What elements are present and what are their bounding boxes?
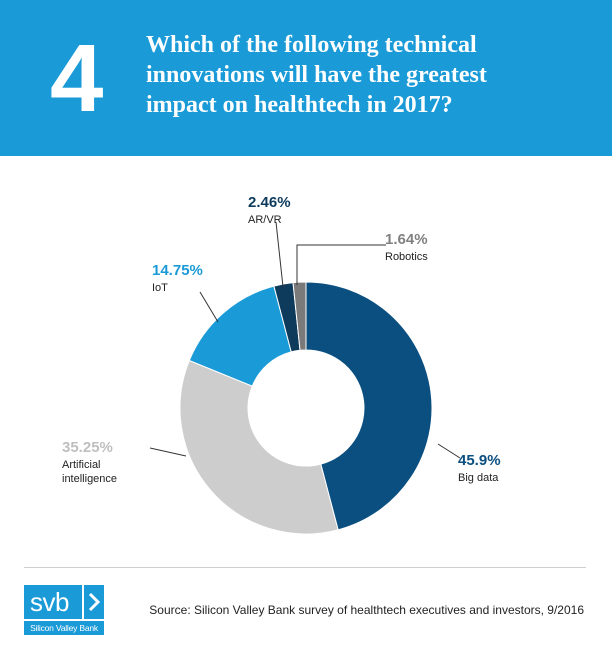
header-banner: 4 Which of the following technical innov… — [0, 0, 612, 156]
leader-ar-vr — [275, 221, 284, 288]
question-line-2: innovations will have the greatest — [146, 62, 487, 88]
leader-big-data — [437, 443, 461, 459]
slice-labels: 45.9% Big data 35.25% Artificial intelligenc… — [62, 194, 501, 485]
value-label-ar-vr: 2.46% — [248, 194, 291, 211]
category-label-artificial-intelligence-2: intelligence — [62, 473, 117, 485]
leader-robotics — [296, 244, 386, 285]
logo-badge: svb — [24, 585, 104, 619]
value-label-big-data: 45.9% — [458, 452, 501, 469]
logo-subtext: Silicon Valley Bank — [24, 621, 104, 635]
category-label-big-data: Big data — [458, 472, 499, 484]
donut-slices — [179, 281, 433, 535]
leader-lines — [149, 221, 461, 459]
donut-chart: 45.9% Big data 35.25% Artificial intelligenc… — [62, 194, 501, 535]
value-label-robotics: 1.64% — [385, 231, 428, 248]
question-line-1: Which of the following technical — [146, 32, 477, 58]
category-label-artificial-intelligence-1: Artificial — [62, 459, 101, 471]
chevron-right-icon — [82, 585, 104, 619]
slice-big-data — [305, 281, 433, 531]
question-line-3: impact on healthtech in 2017? — [146, 92, 453, 118]
question-number: 4 — [50, 25, 104, 132]
category-label-iot: IoT — [152, 282, 168, 294]
logo-text: svb — [30, 587, 69, 617]
category-label-ar-vr: AR/VR — [248, 214, 282, 226]
svb-logo: svb Silicon Valley Bank — [24, 585, 104, 635]
value-label-iot: 14.75% — [152, 262, 203, 279]
value-label-artificial-intelligence: 35.25% — [62, 439, 113, 456]
leader-artificial-intelligence — [149, 447, 187, 457]
category-label-robotics: Robotics — [385, 251, 428, 263]
footer-divider — [24, 567, 586, 568]
leader-iot — [199, 291, 219, 323]
slice-artificial-intelligence — [179, 359, 339, 535]
source-note: Source: Silicon Valley Bank survey of he… — [149, 603, 584, 617]
